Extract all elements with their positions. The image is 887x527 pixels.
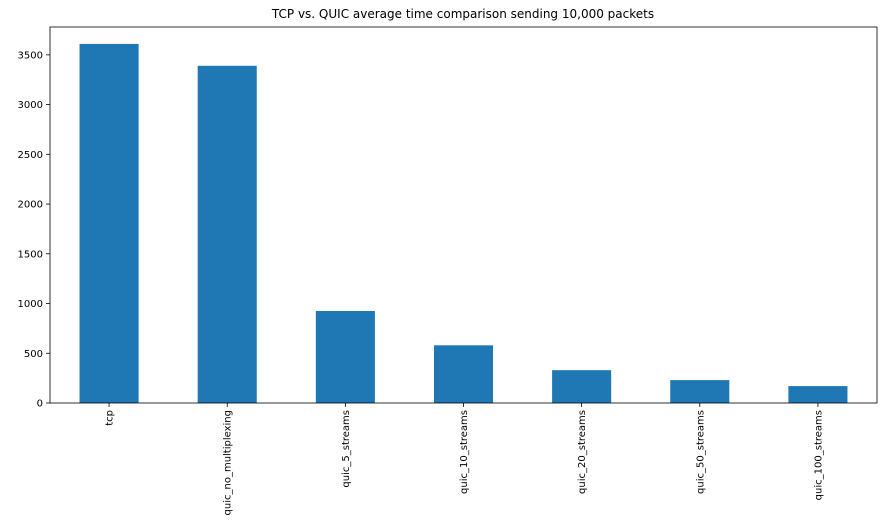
bar-quic_no_multiplexing [197,65,257,404]
bar-quic_5_streams [315,310,375,403]
y-tick-label: 1000 [18,299,43,310]
bar-quic_10_streams [433,345,494,403]
y-axis-ticks: 0 500 1000 1500 2000 2500 3000 3500 [18,50,50,410]
y-tick-label: 2000 [18,200,43,211]
x-tick-label: quic_10_streams [459,410,470,494]
bar-quic_50_streams [670,380,730,403]
x-axis-ticks: tcp quic_no_multiplexing quic_5_streams qui… [105,403,824,515]
x-tick-label: quic_50_streams [695,410,706,494]
y-tick-label: 0 [37,399,43,410]
x-tick-label: quic_5_streams [341,410,352,488]
x-tick-label: quic_20_streams [577,410,588,494]
x-tick-label: quic_no_multiplexing [223,410,234,515]
bar-quic_20_streams [552,370,612,403]
bar-quic_100_streams [788,386,848,403]
y-tick-label: 3000 [18,100,43,111]
x-tick-label: quic_100_streams [813,410,824,500]
y-tick-label: 2500 [18,150,43,161]
y-tick-label: 500 [24,349,43,360]
bars-layer [79,43,848,404]
y-tick-label: 3500 [18,50,43,61]
x-tick-label: tcp [105,410,116,426]
chart-title: TCP vs. QUIC average time comparison sen… [271,7,654,21]
y-tick-label: 1500 [18,249,43,260]
bar-tcp [79,43,139,403]
